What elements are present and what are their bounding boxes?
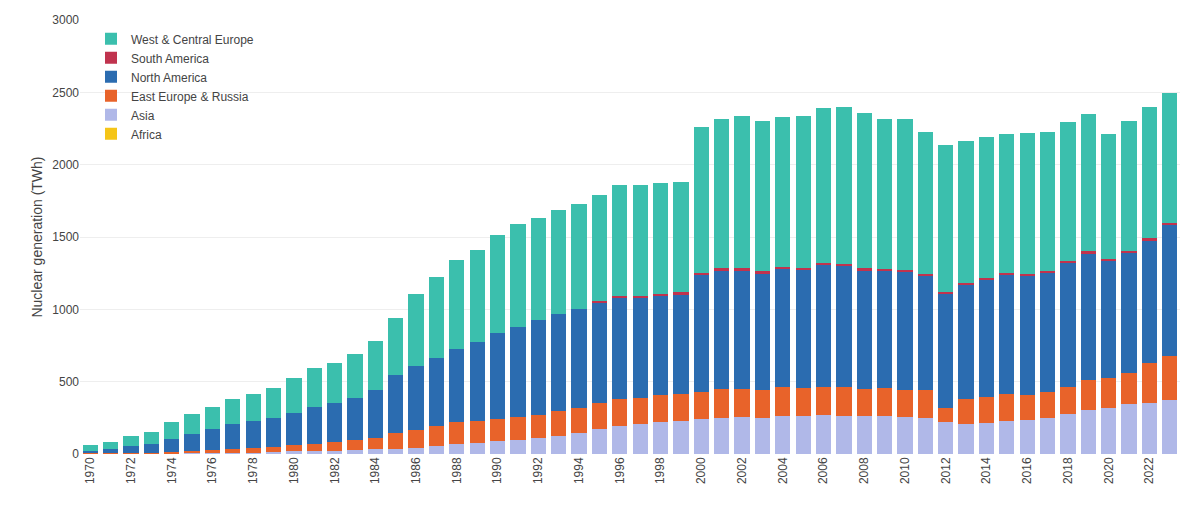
svg-text:1998: 1998	[653, 457, 667, 484]
svg-text:Nuclear generation (TWh): Nuclear generation (TWh)	[29, 156, 45, 317]
svg-text:1974: 1974	[165, 457, 179, 484]
svg-text:1980: 1980	[287, 457, 301, 484]
svg-text:2016: 2016	[1020, 457, 1034, 484]
svg-text:2018: 2018	[1061, 457, 1075, 484]
svg-text:2022: 2022	[1142, 457, 1156, 484]
svg-text:Africa: Africa	[131, 128, 162, 142]
svg-text:2000: 2000	[694, 457, 708, 484]
svg-text:1986: 1986	[409, 457, 423, 484]
svg-text:2006: 2006	[816, 457, 830, 484]
svg-text:1996: 1996	[613, 457, 627, 484]
svg-text:1988: 1988	[450, 457, 464, 484]
svg-text:0: 0	[72, 447, 79, 461]
svg-text:1970: 1970	[83, 457, 97, 484]
svg-text:1500: 1500	[52, 230, 79, 244]
svg-text:1976: 1976	[205, 457, 219, 484]
svg-text:1978: 1978	[246, 457, 260, 484]
svg-text:2010: 2010	[898, 457, 912, 484]
svg-text:500: 500	[59, 375, 79, 389]
svg-text:2012: 2012	[939, 457, 953, 484]
svg-text:2014: 2014	[979, 457, 993, 484]
svg-text:1990: 1990	[490, 457, 504, 484]
svg-text:1972: 1972	[124, 457, 138, 484]
svg-text:South America: South America	[131, 52, 209, 66]
svg-text:2008: 2008	[857, 457, 871, 484]
svg-text:2002: 2002	[735, 457, 749, 484]
svg-text:1992: 1992	[531, 457, 545, 484]
svg-text:1994: 1994	[572, 457, 586, 484]
svg-text:1000: 1000	[52, 303, 79, 317]
svg-text:1984: 1984	[368, 457, 382, 484]
svg-text:North America: North America	[131, 71, 207, 85]
svg-text:2500: 2500	[52, 86, 79, 100]
svg-text:2020: 2020	[1102, 457, 1116, 484]
svg-text:1982: 1982	[328, 457, 342, 484]
svg-text:East Europe & Russia: East Europe & Russia	[131, 90, 249, 104]
svg-text:2004: 2004	[776, 457, 790, 484]
svg-text:West & Central Europe: West & Central Europe	[131, 33, 254, 47]
svg-text:2000: 2000	[52, 158, 79, 172]
svg-text:3000: 3000	[52, 13, 79, 27]
svg-text:Asia: Asia	[131, 109, 155, 123]
